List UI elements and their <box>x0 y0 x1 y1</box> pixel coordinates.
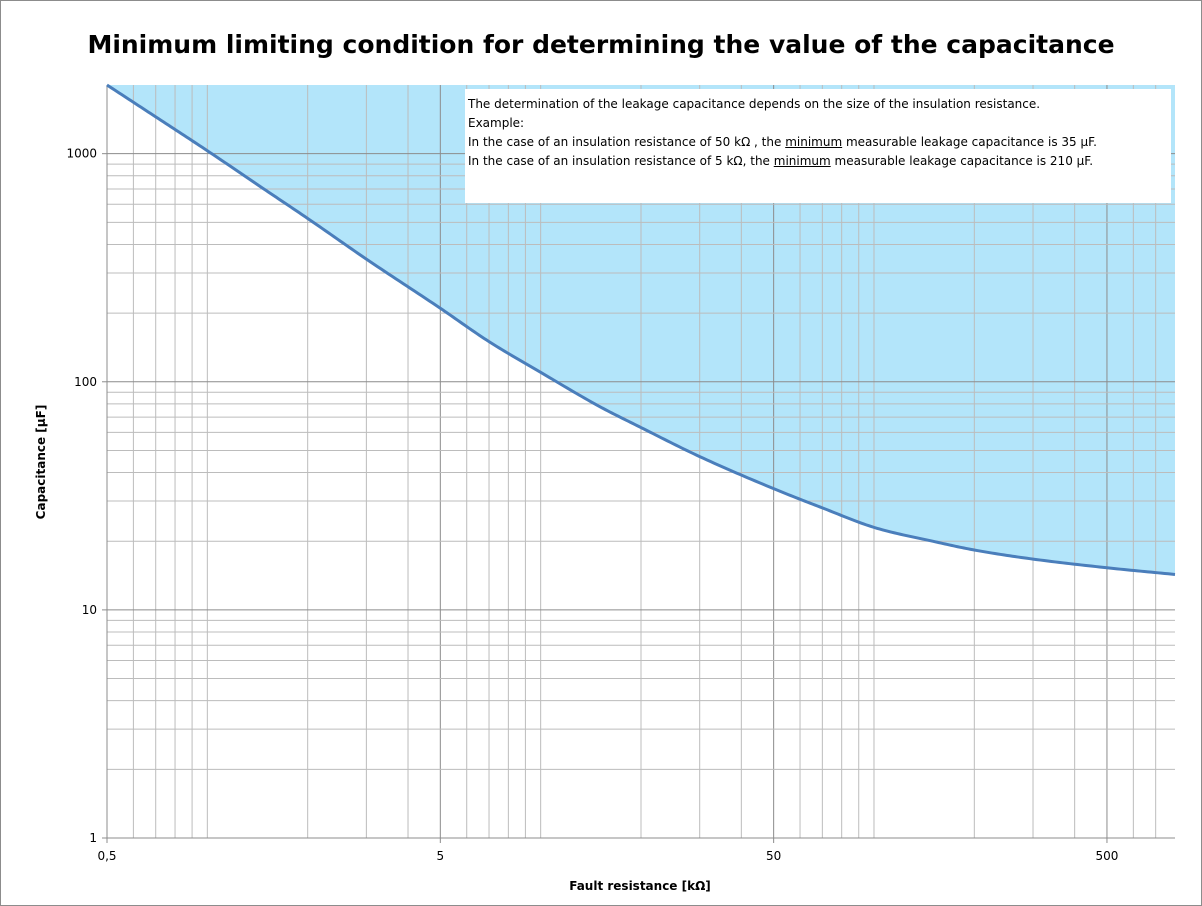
annotation-line-1: The determination of the leakage capacit… <box>468 97 1041 111</box>
annotation-line-4-post: measurable leakage capacitance is 210 µF… <box>830 154 1094 168</box>
annotation-line-4: In the case of an insulation resistance … <box>468 152 1171 171</box>
annotation-line-3-post: measurable leakage capacitance is 35 µF. <box>842 135 1097 149</box>
x-tick-label: 500 <box>1096 849 1119 863</box>
annotation-line-4-underline: minimum <box>773 154 831 168</box>
chart-title: Minimum limiting condition for determini… <box>87 30 1115 59</box>
annotation-line-2: Example: <box>468 116 525 130</box>
series-line <box>106 83 1176 576</box>
y-tick-label: 1 <box>89 831 97 845</box>
x-tick-label: 5 <box>437 849 445 863</box>
annotation-line-3-underline: minimum <box>785 135 843 149</box>
x-tick-label: 0,5 <box>97 849 116 863</box>
annotation-line-4-pre: In the case of an insulation resistance … <box>468 154 774 168</box>
annotation-line-3-pre: In the case of an insulation resistance … <box>468 135 786 149</box>
tick-label-layer: 0,5 5 50 500 1 10 100 1000 <box>66 147 1118 863</box>
grid-layer <box>107 85 1175 838</box>
annotation-line-3: In the case of an insulation resistance … <box>468 133 1171 152</box>
x-axis-title: Fault resistance [kΩ] <box>569 879 711 893</box>
y-axis-title: Capacitance [µF] <box>34 405 48 520</box>
series-line-layer <box>106 83 1176 576</box>
y-tick-label: 100 <box>74 375 97 389</box>
y-tick-label: 1000 <box>66 147 97 161</box>
y-tick-label: 10 <box>82 603 97 617</box>
annotation-box: The determination of the leakage capacit… <box>465 89 1171 203</box>
x-tick-label: 50 <box>766 849 781 863</box>
axis-layer <box>102 85 1175 843</box>
